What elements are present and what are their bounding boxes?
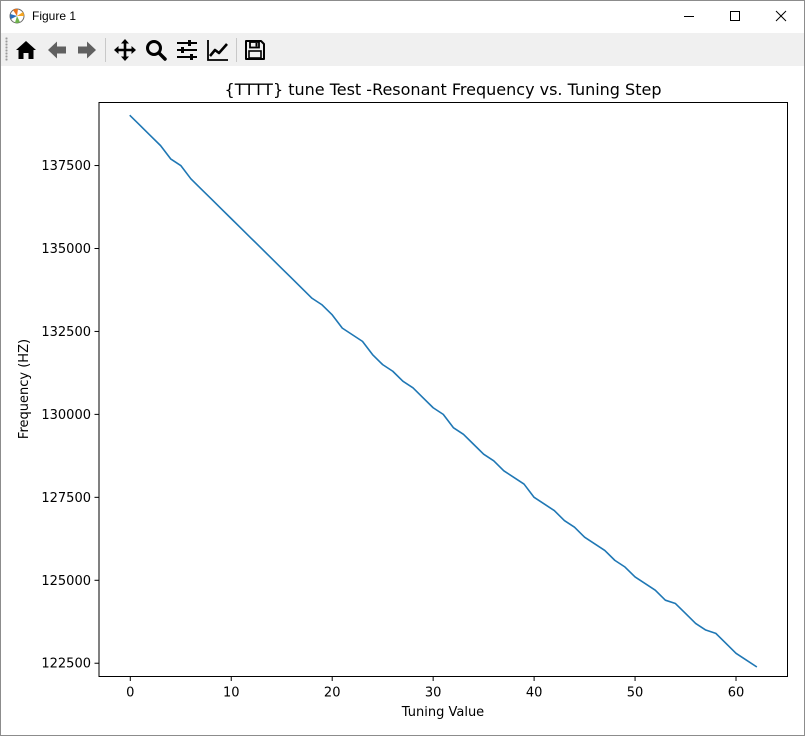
edit-axis-button[interactable]	[205, 37, 231, 63]
y-axis-label: Frequency (HZ)	[17, 339, 32, 439]
series-line	[129, 114, 758, 668]
x-tick-label: 40	[526, 686, 543, 701]
y-tick-label: 125000	[41, 574, 91, 589]
home-icon	[16, 41, 36, 59]
x-tick-label: 30	[425, 686, 442, 701]
figure-canvas[interactable]: {TTTT} tune Test -Resonant Frequency vs.…	[1, 66, 804, 735]
zoom-icon	[146, 40, 167, 61]
close-icon	[775, 10, 787, 22]
back-icon	[48, 41, 66, 59]
zoom-button[interactable]	[143, 37, 169, 63]
y-tick-label: 130000	[41, 408, 91, 423]
toolbar-separator	[105, 38, 106, 62]
toolbar-grip[interactable]	[5, 37, 8, 61]
x-tick-label: 50	[627, 686, 644, 701]
forward-button[interactable]	[74, 37, 100, 63]
pan-button[interactable]	[112, 37, 138, 63]
minimize-icon	[684, 16, 694, 17]
x-axis-label: Tuning Value	[401, 705, 484, 720]
window-title: Figure 1	[32, 9, 77, 23]
chart-title: {TTTT} tune Test -Resonant Frequency vs.…	[225, 80, 662, 99]
y-tick-label: 137500	[41, 159, 91, 174]
y-tick-label: 135000	[41, 242, 91, 257]
home-button[interactable]	[13, 37, 39, 63]
x-axis: 0 10 20 30 40 50 60	[126, 676, 745, 701]
configure-subplots-icon	[177, 40, 197, 60]
toolbar-separator	[236, 38, 237, 62]
navigation-toolbar	[1, 33, 804, 66]
title-bar[interactable]: Figure 1	[1, 1, 804, 31]
matplotlib-logo-icon	[9, 8, 25, 24]
x-tick-label: 20	[324, 686, 341, 701]
minimize-button[interactable]	[666, 1, 712, 31]
y-axis: 122500 125000 127500 130000 132500 135000 1375…	[41, 159, 99, 672]
line-chart: {TTTT} tune Test -Resonant Frequency vs.…	[17, 80, 788, 720]
close-button[interactable]	[758, 1, 804, 31]
back-button[interactable]	[44, 37, 70, 63]
maximize-icon	[730, 11, 740, 21]
x-tick-label: 10	[223, 686, 240, 701]
y-tick-label: 122500	[41, 657, 91, 672]
configure-subplots-button[interactable]	[174, 37, 200, 63]
save-icon	[245, 40, 265, 60]
save-button[interactable]	[242, 37, 268, 63]
plot-frame	[98, 102, 788, 677]
edit-axis-icon	[207, 40, 228, 61]
maximize-button[interactable]	[712, 1, 758, 31]
x-tick-label: 60	[728, 686, 745, 701]
forward-icon	[78, 41, 96, 59]
y-tick-label: 132500	[41, 325, 91, 340]
pan-icon	[114, 39, 136, 61]
x-tick-label: 0	[126, 686, 134, 701]
y-tick-label: 127500	[41, 491, 91, 506]
